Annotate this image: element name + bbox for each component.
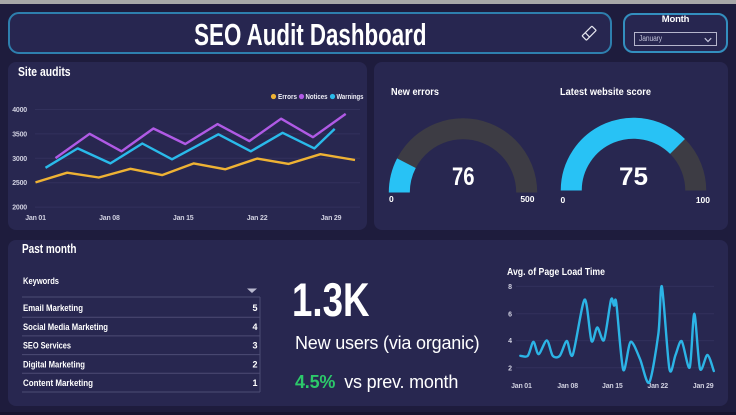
svg-text:Social Media Marketing: Social Media Marketing [23, 322, 108, 332]
svg-text:Jan 29: Jan 29 [693, 383, 714, 390]
svg-text:500: 500 [520, 194, 534, 204]
svg-text:3: 3 [252, 341, 257, 351]
svg-text:4: 4 [508, 338, 512, 345]
svg-text:0: 0 [561, 195, 566, 205]
svg-text:1: 1 [252, 378, 257, 388]
svg-text:Errors: Errors [278, 92, 297, 101]
svg-text:2000: 2000 [12, 205, 27, 212]
svg-text:4000: 4000 [12, 107, 27, 114]
svg-text:Avg. of Page Load Time: Avg. of Page Load Time [507, 267, 605, 278]
svg-text:Jan 01: Jan 01 [25, 215, 46, 222]
svg-text:Content Marketing: Content Marketing [23, 378, 93, 388]
svg-text:4: 4 [252, 322, 257, 332]
svg-text:Jan 29: Jan 29 [321, 215, 342, 222]
svg-text:Keywords: Keywords [23, 276, 59, 286]
svg-text:Jan 22: Jan 22 [247, 215, 268, 222]
svg-text:0: 0 [389, 194, 394, 204]
svg-text:2: 2 [252, 359, 257, 369]
svg-text:75: 75 [619, 163, 648, 191]
svg-text:3500: 3500 [12, 131, 27, 138]
svg-text:2500: 2500 [12, 180, 27, 187]
svg-text:Jan 01: Jan 01 [511, 383, 532, 390]
svg-text:Latest website score: Latest website score [560, 87, 651, 98]
svg-text:Jan 22: Jan 22 [647, 383, 668, 390]
svg-text:Digital Marketing: Digital Marketing [23, 359, 85, 369]
svg-text:New errors: New errors [391, 87, 439, 98]
svg-text:Email Marketing: Email Marketing [23, 303, 83, 313]
svg-text:2: 2 [508, 365, 512, 372]
svg-text:Notices: Notices [306, 92, 328, 101]
svg-text:8: 8 [508, 284, 512, 291]
svg-text:Warnings: Warnings [337, 92, 364, 101]
svg-text:Jan 08: Jan 08 [99, 215, 120, 222]
svg-text:100: 100 [696, 195, 710, 205]
svg-text:Jan 15: Jan 15 [602, 383, 623, 390]
svg-text:SEO Services: SEO Services [23, 341, 71, 351]
svg-text:Jan 08: Jan 08 [557, 383, 578, 390]
svg-text:76: 76 [452, 163, 475, 191]
svg-text:Jan 15: Jan 15 [173, 215, 194, 222]
svg-text:6: 6 [508, 311, 512, 318]
svg-text:3000: 3000 [12, 156, 27, 163]
svg-text:5: 5 [252, 303, 257, 313]
